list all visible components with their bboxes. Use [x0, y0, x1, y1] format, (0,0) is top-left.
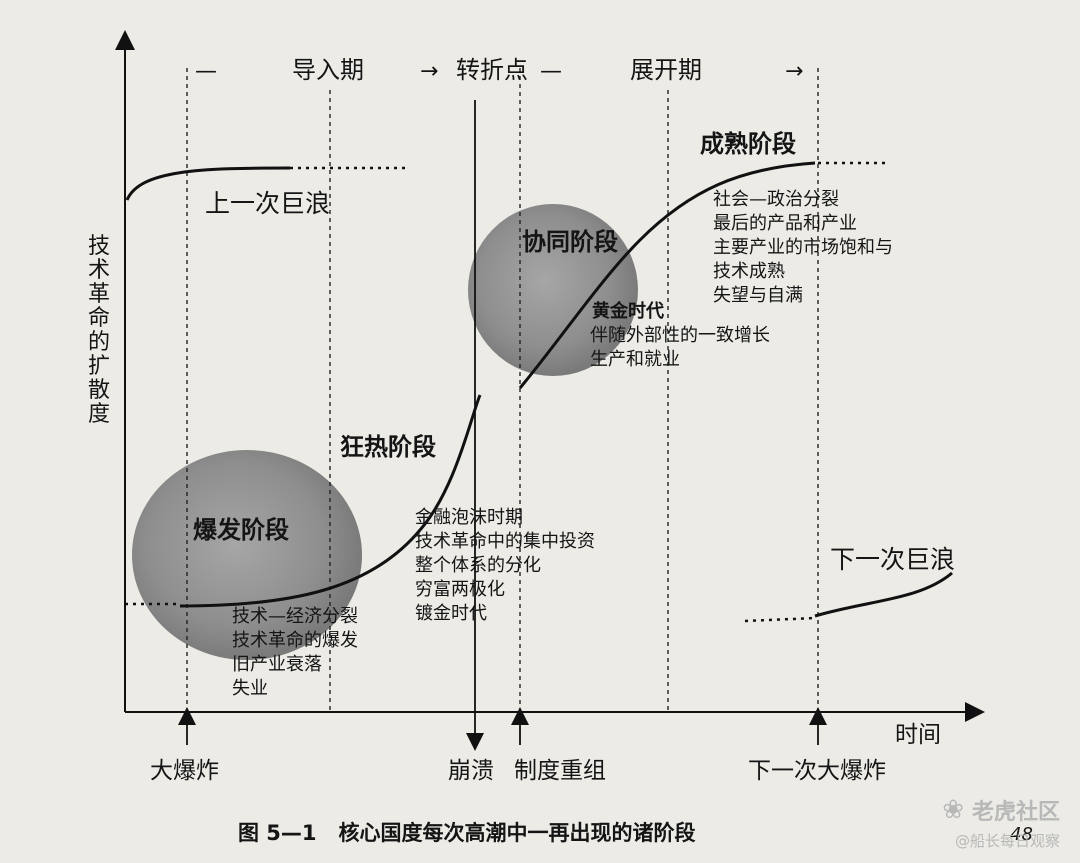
synergy-stage-label: 协同阶段: [522, 228, 618, 256]
eruption-stage-label: 爆发阶段: [193, 516, 289, 544]
next-wave-label: 下一次巨浪: [830, 545, 955, 574]
phase-intro-label: 导入期: [292, 56, 364, 84]
eruption-blob: [132, 450, 362, 660]
watermark-name: 老虎社区: [971, 800, 1060, 825]
next-big-bang-label: 下一次大爆炸: [748, 758, 886, 784]
mature-stage-label: 成熟阶段: [700, 130, 796, 158]
y-axis-label-char: 度: [88, 402, 110, 427]
y-axis-label-char: 散: [88, 378, 110, 403]
frenzy-note: 整个体系的分化: [415, 555, 541, 576]
maturity-notes: 社会—政治分裂 最后的产品和产业 主要产业的市场饱和与 技术成熟 失望与自满: [713, 189, 893, 306]
phase-deploy-label: 展开期: [630, 56, 702, 84]
y-axis-label-char: 革: [88, 282, 110, 307]
frenzy-stage-label: 狂热阶段: [340, 433, 436, 461]
next-wave-curve: [814, 571, 953, 618]
watermark-handle: @船长每日观察: [954, 832, 1060, 850]
top-dash-left: —: [195, 59, 217, 84]
maturity-note: 社会—政治分裂: [713, 189, 839, 210]
synergy-note: 生产和就业: [590, 349, 680, 370]
top-dash-mid: —: [540, 59, 562, 84]
maturity-note: 技术成熟: [713, 261, 785, 282]
big-bang-label: 大爆炸: [150, 758, 219, 784]
synergy-notes: 黄金时代 伴随外部性的一致增长 生产和就业: [590, 300, 770, 370]
frenzy-note: 技术革命中的集中投资: [415, 531, 595, 552]
maturity-note: 失望与自满: [713, 285, 803, 306]
eruption-notes: 技术—经济分裂 技术革命的爆发 旧产业衰落 失业: [232, 606, 358, 699]
crash-label: 崩溃: [448, 758, 494, 784]
top-arrow: →: [420, 59, 438, 84]
eruption-note: 技术—经济分裂: [232, 606, 358, 627]
turning-point-label: 转折点: [456, 56, 528, 84]
figure-caption: 图 5—1 核心国度每次高潮中一再出现的诸阶段: [238, 821, 695, 845]
page-number: 48: [1010, 824, 1033, 845]
y-axis-label-char: 术: [88, 258, 110, 283]
watermark: ❀ 老虎社区 @船长每日观察: [942, 794, 1060, 851]
frenzy-note: 镀金时代: [415, 603, 487, 624]
eruption-note: 失业: [232, 678, 268, 699]
synergy-blob: [468, 204, 638, 376]
synergy-note: 黄金时代: [592, 300, 664, 322]
restructuring-label: 制度重组: [514, 758, 606, 784]
previous-wave-label: 上一次巨浪: [205, 189, 330, 218]
top-arrow-right: →: [785, 59, 803, 84]
frenzy-note: 穷富两极化: [415, 579, 505, 600]
y-axis-label-char: 技: [88, 234, 110, 259]
frenzy-notes: 金融泡沫时期 技术革命中的集中投资 整个体系的分化 穷富两极化 镀金时代: [415, 507, 595, 624]
x-axis-label: 时间: [895, 722, 941, 748]
eruption-note: 旧产业衰落: [232, 654, 322, 675]
frenzy-note: 金融泡沫时期: [415, 507, 523, 528]
diffusion-curve: [179, 394, 482, 608]
tiger-logo-icon: ❀: [942, 795, 964, 825]
synergy-note: 伴随外部性的一致增长: [590, 325, 770, 346]
deployment-curve: [518, 161, 816, 389]
maturity-note: 最后的产品和产业: [713, 213, 857, 234]
eruption-note: 技术革命的爆发: [232, 630, 358, 651]
y-axis-label-char: 扩: [88, 354, 110, 379]
maturity-note: 主要产业的市场饱和与: [713, 237, 893, 258]
next-wave-lead: [744, 616, 816, 623]
y-axis-label-char: 命: [88, 306, 110, 331]
y-axis-label-char: 的: [88, 330, 110, 355]
previous-wave-curve: [125, 166, 291, 201]
